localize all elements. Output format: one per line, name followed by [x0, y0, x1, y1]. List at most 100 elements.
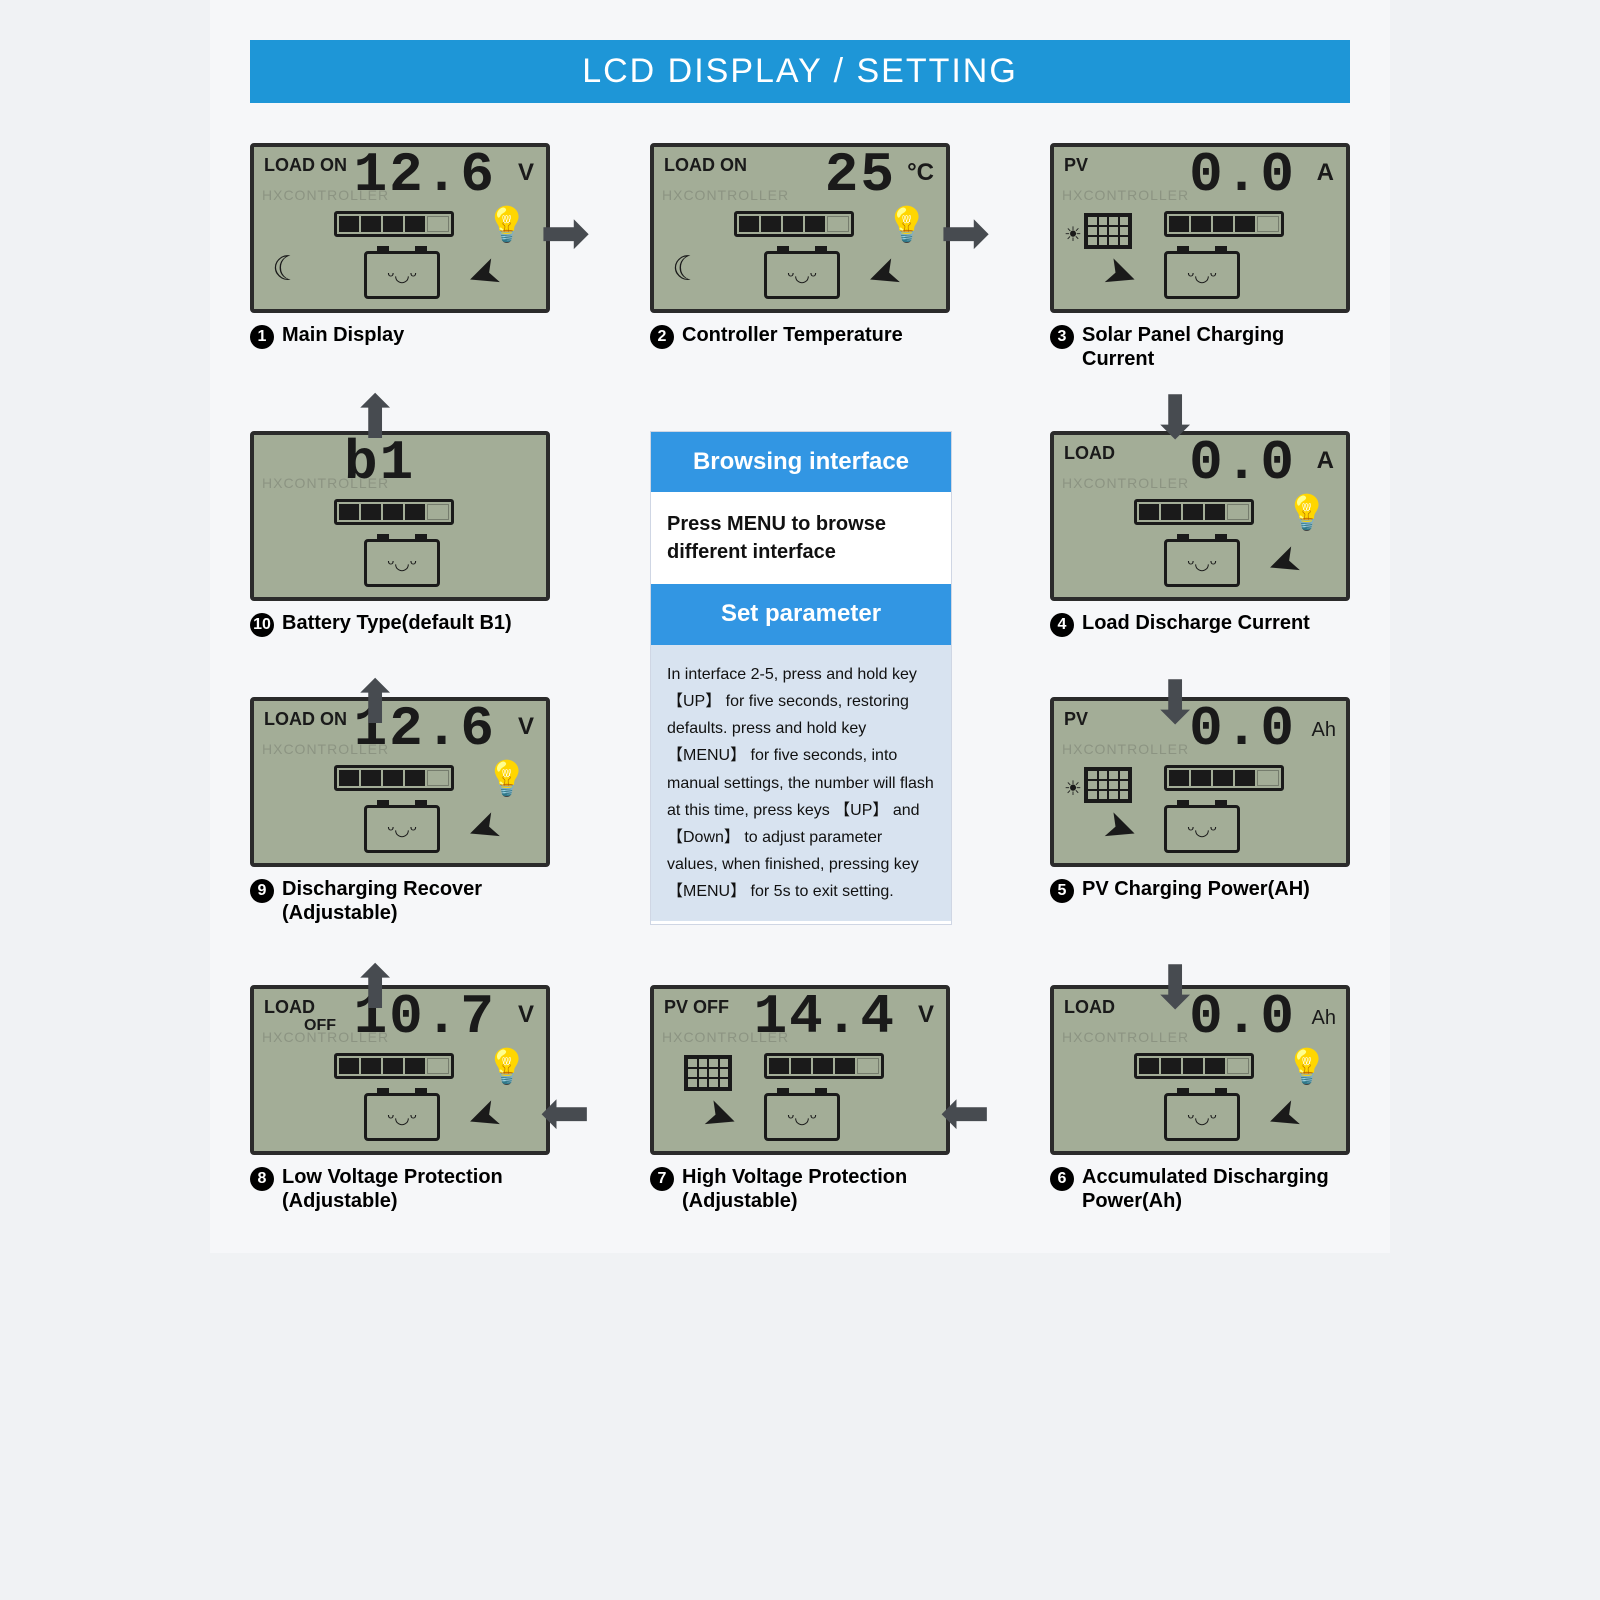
cell-s1: LOAD ON 12.6 V ☾ ᵕ◡ᵕ 💡 ➤ 1 Main Display [250, 143, 550, 371]
lcd-unit: V [518, 713, 534, 741]
battery-bar-icon [1134, 1053, 1254, 1079]
caption-s5: 5 PV Charging Power(AH) [1050, 877, 1350, 903]
lcd-unit: Ah [1312, 1007, 1336, 1030]
battery-icon: ᵕ◡ᵕ [1164, 805, 1240, 853]
bulb-icon: 💡 [1286, 493, 1328, 533]
lcd-s3: PV 0.0 A ☀ ᵕ◡ᵕ ➤ [1050, 143, 1350, 313]
lcd-topleft: LOAD ON [264, 709, 347, 730]
lcd-unit: V [518, 159, 534, 187]
lcd-topleft: LOAD [1064, 443, 1115, 464]
page: LCD DISPLAY / SETTING LOAD ON 12.6 V ☾ ᵕ… [210, 0, 1390, 1253]
caption-s6: 6 Accumulated Discharging Power(Ah) [1050, 1165, 1350, 1213]
caption-s4: 4 Load Discharge Current [1050, 611, 1350, 637]
lcd-value: 0.0 [1189, 147, 1296, 203]
battery-bar-icon [334, 499, 454, 525]
cell-s10: b1 ᵕ◡ᵕ 10 Battery Type(default B1) [250, 431, 550, 637]
lcd-unit: V [918, 1001, 934, 1029]
solar-panel-icon [1084, 213, 1132, 249]
flow-arrow-icon: ➤ [697, 1089, 744, 1144]
lcd-s1: LOAD ON 12.6 V ☾ ᵕ◡ᵕ 💡 ➤ [250, 143, 550, 313]
battery-bar-icon [1164, 211, 1284, 237]
battery-icon: ᵕ◡ᵕ [364, 805, 440, 853]
info-text-browse: Press MENU to browse different interface [651, 492, 951, 584]
caption-s8: 8 Low Voltage Protection (Adjustable) [250, 1165, 550, 1213]
lcd-unit: A [1317, 447, 1334, 475]
lcd-unit: °C [907, 159, 934, 187]
diagram-grid: LOAD ON 12.6 V ☾ ᵕ◡ᵕ 💡 ➤ 1 Main Display … [210, 143, 1390, 1213]
lcd-sub: OFF [304, 1017, 336, 1035]
battery-bar-icon [334, 1053, 454, 1079]
bulb-icon: 💡 [486, 759, 528, 799]
flow-arrow-icon: ➤ [1261, 535, 1308, 590]
lcd-topleft: PV [1064, 709, 1088, 730]
info-heading-browsing: Browsing interface [651, 432, 951, 492]
step-number: 8 [250, 1167, 274, 1191]
battery-icon: ᵕ◡ᵕ [1164, 1093, 1240, 1141]
lcd-topleft: PV [1064, 155, 1088, 176]
moon-icon: ☾ [272, 249, 302, 289]
lcd-s7: PV OFF 14.4 V ᵕ◡ᵕ ➤ [650, 985, 950, 1155]
battery-bar-icon [1134, 499, 1254, 525]
caption-text: Solar Panel Charging Current [1082, 323, 1350, 371]
step-number: 3 [1050, 325, 1074, 349]
lcd-s2: LOAD ON 25 °C ☾ ᵕ◡ᵕ 💡 ➤ [650, 143, 950, 313]
solar-panel-icon [1084, 767, 1132, 803]
bulb-icon: 💡 [1286, 1047, 1328, 1087]
cell-s4: LOAD 0.0 A ᵕ◡ᵕ 💡 ➤ 4 Load Discharge Curr… [1050, 431, 1350, 637]
lcd-unit: A [1317, 159, 1334, 187]
battery-bar-icon [334, 211, 454, 237]
cell-s8: LOAD OFF 10.7 V ᵕ◡ᵕ 💡 ➤ 8 Low Voltage Pr… [250, 985, 550, 1213]
caption-text: PV Charging Power(AH) [1082, 877, 1310, 901]
step-number: 10 [250, 613, 274, 637]
caption-text: Low Voltage Protection (Adjustable) [282, 1165, 550, 1213]
cell-s3: PV 0.0 A ☀ ᵕ◡ᵕ ➤ 3 Solar Panel Charging … [1050, 143, 1350, 371]
arrow-down-icon: ⬇ [1150, 388, 1200, 448]
arrow-up-icon: ⬆ [350, 388, 400, 448]
caption-s1: 1 Main Display [250, 323, 550, 349]
caption-s3: 3 Solar Panel Charging Current [1050, 323, 1350, 371]
caption-text: Discharging Recover (Adjustable) [282, 877, 550, 925]
info-heading-set: Set parameter [651, 584, 951, 644]
caption-text: Battery Type(default B1) [282, 611, 512, 635]
arrow-down-icon: ⬇ [1150, 673, 1200, 733]
lcd-topleft: LOAD [264, 997, 315, 1018]
lcd-value: 0.0 [1189, 701, 1296, 757]
step-number: 6 [1050, 1167, 1074, 1191]
caption-s2: 2 Controller Temperature [650, 323, 950, 349]
flow-arrow-icon: ➤ [1097, 247, 1144, 302]
caption-text: Controller Temperature [682, 323, 903, 347]
lcd-unit: Ah [1312, 719, 1336, 742]
lcd-value: 0.0 [1189, 435, 1296, 491]
caption-text: Load Discharge Current [1082, 611, 1310, 635]
cell-s2: LOAD ON 25 °C ☾ ᵕ◡ᵕ 💡 ➤ 2 Controller Tem… [650, 143, 950, 371]
flow-arrow-icon: ➤ [461, 1089, 508, 1144]
arrow-up-icon: ⬆ [350, 958, 400, 1018]
lcd-topleft: LOAD [1064, 997, 1115, 1018]
lcd-topleft: LOAD ON [664, 155, 747, 176]
step-number: 5 [1050, 879, 1074, 903]
arrow-right-icon: ➡ [940, 203, 990, 263]
cell-s7: PV OFF 14.4 V ᵕ◡ᵕ ➤ 7 High Voltage Prote… [650, 985, 950, 1213]
lcd-value: 25 [825, 147, 896, 203]
battery-icon: ᵕ◡ᵕ [1164, 539, 1240, 587]
sun-icon: ☀ [1064, 776, 1082, 801]
lcd-topleft: LOAD ON [264, 155, 347, 176]
arrow-down-icon: ⬇ [1150, 958, 1200, 1018]
caption-s10: 10 Battery Type(default B1) [250, 611, 550, 637]
caption-text: High Voltage Protection (Adjustable) [682, 1165, 950, 1213]
battery-icon: ᵕ◡ᵕ [364, 1093, 440, 1141]
battery-icon: ᵕ◡ᵕ [364, 251, 440, 299]
title-bar: LCD DISPLAY / SETTING [250, 40, 1350, 103]
caption-text: Main Display [282, 323, 404, 347]
step-number: 9 [250, 879, 274, 903]
flow-arrow-icon: ➤ [861, 247, 908, 302]
lcd-unit: V [518, 1001, 534, 1029]
bulb-icon: 💡 [486, 205, 528, 245]
arrow-left-icon: ⬅ [540, 1083, 590, 1143]
step-number: 2 [650, 325, 674, 349]
step-number: 4 [1050, 613, 1074, 637]
step-number: 7 [650, 1167, 674, 1191]
info-panel: Browsing interface Press MENU to browse … [650, 431, 952, 925]
flow-arrow-icon: ➤ [461, 247, 508, 302]
battery-icon: ᵕ◡ᵕ [764, 251, 840, 299]
